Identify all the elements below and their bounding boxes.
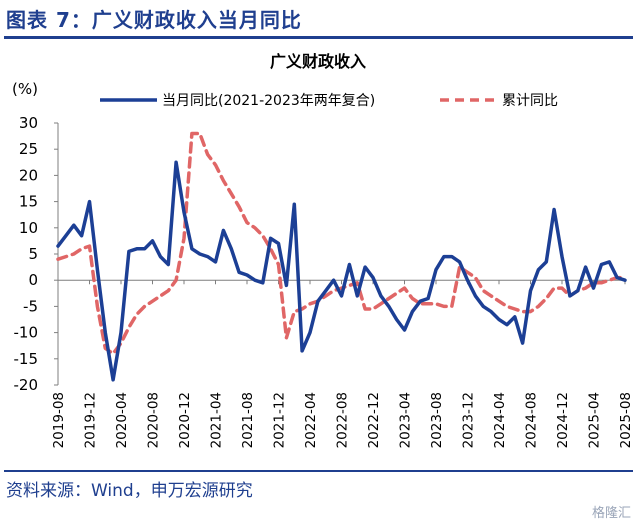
y-tick-label: -10: [14, 324, 39, 342]
x-tick-label: 2024-12: [555, 392, 571, 448]
y-tick-label: -15: [14, 350, 39, 368]
x-tick-label: 2023-12: [461, 392, 477, 448]
x-tick-label: 2024-04: [492, 392, 508, 448]
y-tick-label: 5: [28, 245, 38, 263]
x-axis: 2019-08 2019-12 2020-04 2020-08 2020-12 2021-…: [51, 279, 634, 448]
y-tick-label: 25: [19, 140, 38, 158]
x-tick-label: 2020-08: [146, 392, 162, 448]
y-tick-label: 10: [19, 219, 38, 237]
x-tick-label: 2019-12: [83, 392, 99, 448]
x-tick-label: 2024-08: [524, 392, 540, 448]
y-tick-label: -5: [23, 297, 38, 315]
y-tick-label: -20: [14, 376, 39, 394]
footer-divider: [4, 470, 633, 472]
figure-title: 图表 7：广义财政收入当月同比: [6, 8, 302, 32]
y-tick-label: 30: [19, 114, 38, 132]
x-tick-label: 2025-04: [587, 392, 603, 448]
y-tick-label: 15: [19, 193, 38, 211]
x-tick-label: 2022-12: [366, 392, 382, 448]
legend-label-cumulative: 累计同比: [502, 93, 558, 109]
y-tick-label: 20: [19, 166, 38, 184]
legend: 当月同比(2021-2023年两年复合) 累计同比: [100, 92, 558, 109]
x-tick-label: 2021-08: [240, 392, 256, 448]
x-tick-label: 2025-08: [618, 392, 634, 448]
x-tick-label: 2021-12: [272, 392, 288, 448]
x-tick-label: 2021-04: [209, 392, 225, 448]
source-note: 资料来源：Wind，申万宏源研究: [6, 481, 253, 501]
x-tick-label: 2022-04: [303, 392, 319, 448]
title-divider: [4, 36, 633, 39]
y-tick-label: 0: [28, 271, 38, 289]
series-line-monthly: [56, 160, 627, 382]
chart-title: 广义财政收入: [270, 52, 366, 71]
x-tick-label: 2019-08: [51, 392, 67, 448]
watermark-text: 格隆汇: [591, 506, 631, 521]
y-axis: 30 25 20 15 10 5 0 -5 -10 -15 -20: [14, 114, 59, 394]
x-tick-label: 2023-08: [429, 392, 445, 448]
x-tick-label: 2020-04: [114, 392, 130, 448]
x-tick-label: 2023-04: [398, 392, 414, 448]
x-tick-label: 2020-12: [177, 392, 193, 448]
y-axis-unit-label: (%): [12, 80, 38, 98]
line-chart: 广义财政收入 (%) 当月同比(2021-2023年两年复合) 累计同比 30 2…: [12, 52, 634, 448]
x-tick-label: 2022-08: [335, 392, 351, 448]
series-layer: [56, 131, 627, 382]
legend-label-monthly: 当月同比(2021-2023年两年复合): [162, 92, 375, 109]
series-line-cumulative: [56, 131, 627, 356]
